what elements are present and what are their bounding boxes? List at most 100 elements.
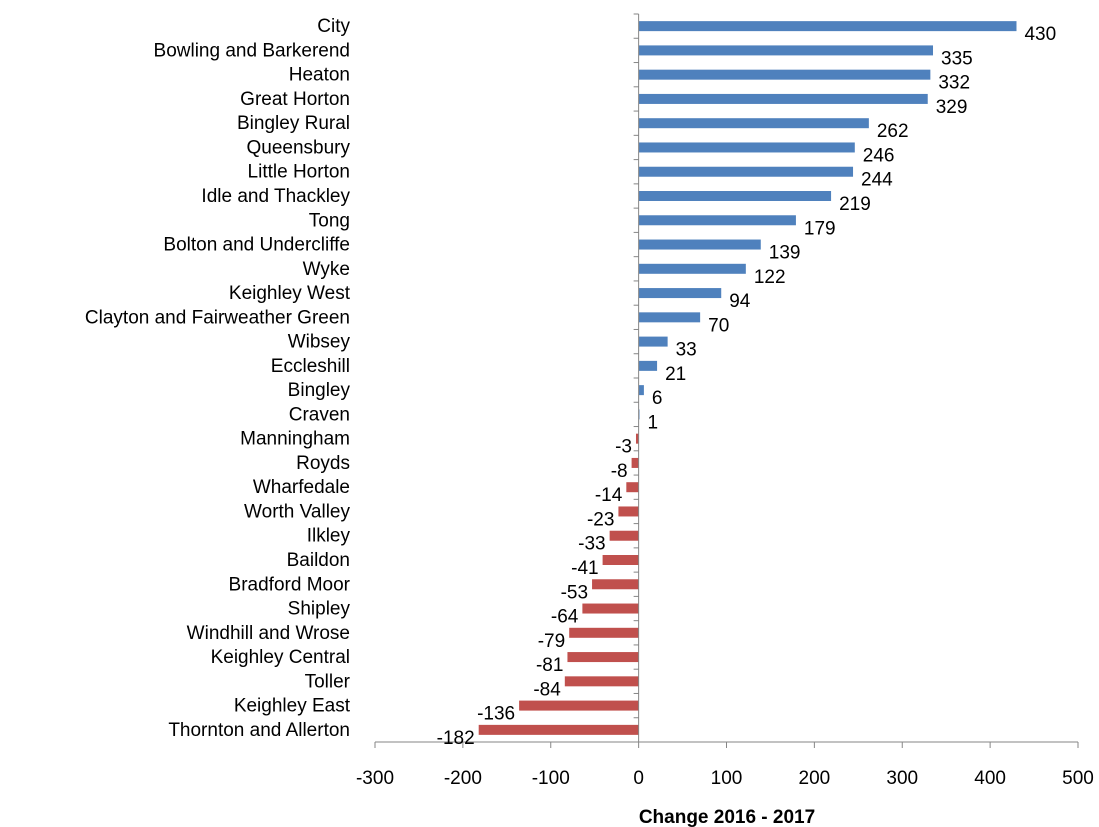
bar: [592, 579, 639, 590]
x-tick-label: 100: [711, 768, 743, 789]
bar: [631, 457, 639, 468]
category-label: Wharfedale: [253, 477, 350, 498]
data-label: 179: [804, 218, 836, 239]
category-label: Keighley East: [234, 696, 351, 717]
bar: [638, 45, 934, 56]
category-label: Idle and Thackley: [201, 186, 350, 207]
category-label: Royds: [296, 453, 350, 474]
bar: [638, 191, 832, 201]
category-label: Bolton and Undercliffe: [163, 235, 350, 256]
data-label: -79: [538, 631, 565, 652]
axes-layer: [374, 13, 1079, 748]
data-label: 246: [863, 145, 895, 166]
data-label: 262: [877, 121, 909, 142]
bar: [638, 360, 658, 371]
data-label: 329: [936, 97, 968, 118]
category-label: Clayton and Fairweather Green: [85, 307, 350, 328]
data-label: -81: [536, 655, 563, 676]
data-label: 244: [861, 170, 893, 191]
bar: [638, 263, 746, 274]
data-label: -14: [595, 485, 623, 506]
bar: [478, 724, 639, 735]
category-label: Craven: [289, 404, 350, 425]
x-tick-label: 500: [1062, 768, 1094, 789]
data-label: -23: [587, 509, 614, 530]
data-label: -33: [578, 534, 605, 555]
data-label: -8: [611, 461, 628, 482]
bar: [638, 142, 855, 153]
bar: [635, 433, 639, 444]
data-label: -64: [551, 607, 579, 628]
bar: [638, 166, 854, 177]
category-label: Bingley Rural: [237, 113, 350, 134]
bar: [609, 530, 639, 541]
bars-layer: [478, 21, 1017, 735]
category-label: City: [317, 16, 350, 37]
bar: [564, 676, 639, 687]
bar: [638, 312, 701, 323]
category-label: Thornton and Allerton: [168, 720, 350, 741]
category-label: Windhill and Wrose: [187, 623, 350, 644]
category-label: Bingley: [288, 380, 351, 401]
bar: [569, 627, 639, 638]
data-label: 335: [941, 48, 973, 69]
bar: [519, 700, 639, 711]
x-tick-label: 200: [799, 768, 831, 789]
bar: [567, 652, 639, 663]
category-label: Keighley Central: [211, 647, 350, 668]
bar: [638, 93, 928, 104]
category-label: Bradford Moor: [229, 574, 351, 595]
data-label: 122: [754, 267, 786, 288]
data-label: -136: [477, 704, 515, 725]
bar: [638, 215, 796, 226]
data-label: 332: [938, 73, 970, 94]
data-label: 94: [729, 291, 751, 312]
x-tick-label: -300: [356, 768, 394, 789]
data-label: 21: [665, 364, 686, 385]
bar: [638, 385, 644, 396]
category-label: Heaton: [289, 65, 350, 86]
x-tick-label: -200: [444, 768, 482, 789]
bar: [638, 69, 931, 80]
bar: [602, 555, 639, 565]
x-tick-label: -100: [532, 768, 570, 789]
bar: [618, 506, 639, 517]
category-label: Manningham: [240, 429, 350, 450]
data-label: 6: [652, 388, 663, 409]
x-axis-title: Change 2016 - 2017: [639, 807, 815, 827]
category-label: Wibsey: [288, 332, 351, 353]
x-tick-label: 400: [974, 768, 1006, 789]
category-label: Shipley: [288, 599, 351, 620]
category-label: Little Horton: [248, 162, 350, 183]
category-label: Eccleshill: [271, 356, 350, 377]
category-label: Queensbury: [246, 137, 350, 158]
data-label: 139: [769, 243, 801, 264]
bar: [638, 336, 668, 347]
bar: [582, 603, 639, 614]
category-label: Wyke: [303, 259, 350, 280]
bar: [638, 239, 761, 250]
data-label: -53: [561, 582, 588, 603]
x-tick-label: 300: [886, 768, 918, 789]
bar: [638, 21, 1017, 32]
data-label: 33: [676, 340, 697, 361]
x-tick-label: 0: [633, 768, 644, 789]
category-label: Worth Valley: [244, 501, 350, 522]
category-label: Ilkley: [307, 526, 351, 547]
bar: [638, 118, 869, 129]
category-label: Bowling and Barkerend: [154, 40, 350, 61]
bar: [638, 288, 722, 299]
data-label: 70: [708, 315, 729, 336]
data-label: -41: [571, 558, 598, 579]
category-label: Tong: [309, 210, 350, 231]
bar: [626, 482, 639, 493]
data-label: -3: [615, 437, 632, 458]
data-label: 1: [648, 412, 659, 433]
category-label: Great Horton: [240, 89, 350, 110]
data-label: -182: [437, 728, 475, 749]
category-label: Toller: [305, 671, 351, 692]
category-label: Keighley West: [229, 283, 351, 304]
data-label: 219: [839, 194, 871, 215]
